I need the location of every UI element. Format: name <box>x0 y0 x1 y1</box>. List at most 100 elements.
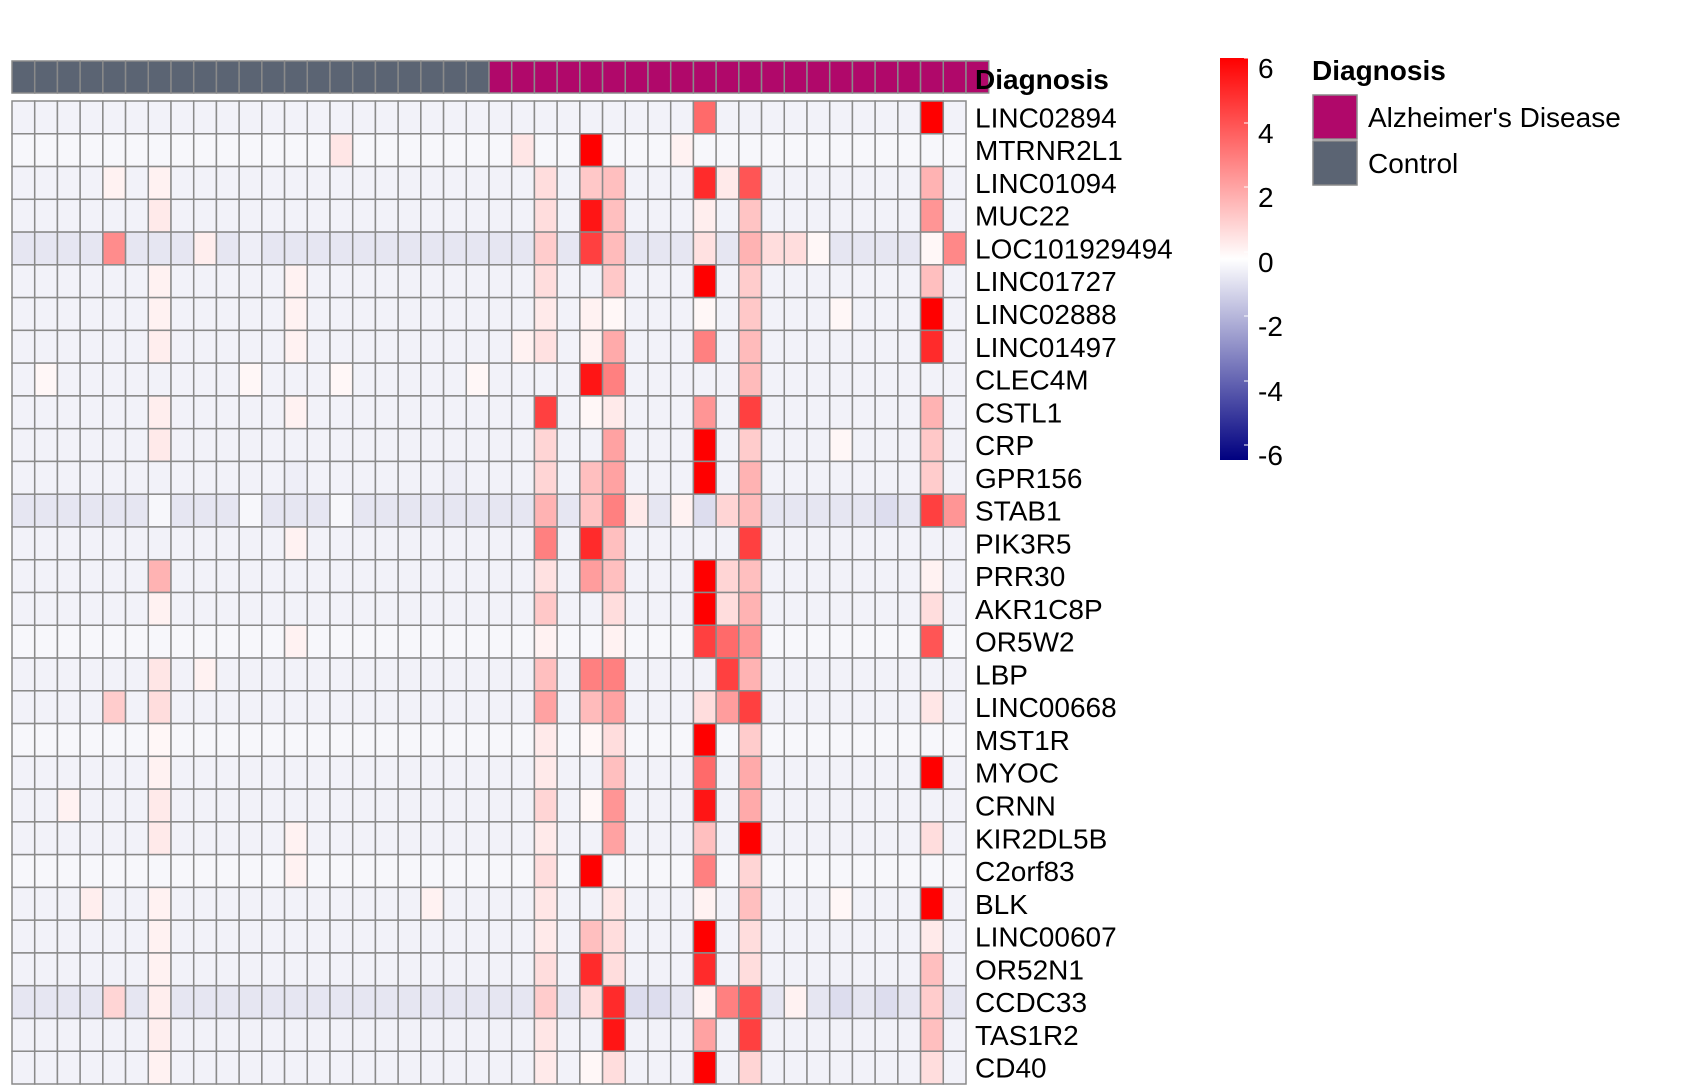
heatmap-cell <box>11 886 36 921</box>
heatmap-cell <box>215 952 240 987</box>
heatmap-cell <box>329 264 354 299</box>
heatmap-cell <box>669 395 695 430</box>
heatmap-cell <box>760 886 786 921</box>
heatmap-cell <box>783 296 808 332</box>
heatmap-cell <box>192 984 218 1020</box>
heatmap-cell <box>102 755 127 790</box>
heatmap-cell <box>783 133 808 168</box>
annotation-cell <box>828 60 854 94</box>
heatmap-cell <box>738 657 763 692</box>
heatmap-cell <box>715 821 740 856</box>
heatmap-cell <box>783 329 808 364</box>
heatmap-cell <box>329 690 354 725</box>
heatmap-cell <box>306 657 331 692</box>
heatmap-cell <box>283 362 309 397</box>
heatmap-cell <box>579 558 604 594</box>
heatmap-cell <box>851 165 876 201</box>
heatmap-cell <box>261 558 286 594</box>
heatmap-cell <box>215 427 240 463</box>
heatmap-cell <box>783 853 808 889</box>
heatmap-cell <box>897 165 922 201</box>
heatmap-cell <box>79 591 104 627</box>
heatmap-cell <box>669 853 695 889</box>
heatmap-cell <box>238 231 263 266</box>
heatmap-cell <box>897 296 922 332</box>
heatmap-cells <box>11 100 967 1085</box>
heatmap-cell <box>56 919 81 954</box>
heatmap-cell <box>783 526 808 561</box>
heatmap-cell <box>33 264 59 299</box>
heatmap-cell <box>465 984 490 1020</box>
heatmap-cell <box>919 722 945 758</box>
heatmap-cell <box>442 362 468 397</box>
heatmap-cell <box>147 493 172 528</box>
heatmap-cell <box>692 1017 717 1052</box>
heatmap-cell <box>147 526 172 561</box>
heatmap-cell <box>692 395 717 430</box>
heatmap-cell <box>102 853 127 889</box>
heatmap-cell <box>942 427 967 463</box>
annotation-cell <box>79 60 104 94</box>
heatmap-cell <box>283 296 309 332</box>
heatmap-cell <box>33 427 59 463</box>
heatmap-cell <box>647 231 672 266</box>
heatmap-cell <box>374 100 399 135</box>
heatmap-cell <box>56 984 81 1020</box>
heatmap-cell <box>647 821 672 856</box>
heatmap-cell <box>238 624 263 659</box>
heatmap-cell <box>283 558 309 594</box>
heatmap-cell <box>11 526 36 561</box>
heatmap-cell <box>488 722 513 758</box>
heatmap-cell <box>79 460 104 495</box>
heatmap-cell <box>851 952 876 987</box>
heatmap-cell <box>351 231 377 266</box>
heatmap-cell <box>261 296 286 332</box>
heatmap-cell <box>647 329 672 364</box>
heatmap-cell <box>329 165 354 201</box>
heatmap-cell <box>261 952 286 987</box>
heatmap-cell <box>851 133 876 168</box>
heatmap-cell <box>874 1050 899 1085</box>
heatmap-cell <box>351 198 377 233</box>
annotation-cell <box>102 60 127 94</box>
heatmap-cell <box>783 264 808 299</box>
heatmap-cell <box>442 296 468 332</box>
heatmap-cell <box>942 952 967 987</box>
heatmap-cell <box>329 362 354 397</box>
heatmap-cell <box>919 296 945 332</box>
heatmap-cell <box>806 329 831 364</box>
heatmap-cell <box>715 624 740 659</box>
heatmap-cell <box>579 755 604 790</box>
heatmap-cell <box>465 558 490 594</box>
heatmap-cell <box>215 264 240 299</box>
heatmap-cell <box>56 591 81 627</box>
heatmap-cell <box>647 165 672 201</box>
heatmap-cell <box>783 460 808 495</box>
heatmap-cell <box>170 133 195 168</box>
heatmap-cell <box>420 1017 445 1052</box>
heatmap-cell <box>442 952 468 987</box>
heatmap-cell <box>170 296 195 332</box>
heatmap-cell <box>579 722 604 758</box>
heatmap-cell <box>510 952 536 987</box>
heatmap-cell <box>124 427 150 463</box>
heatmap-cell <box>147 198 172 233</box>
heatmap-cell <box>192 690 218 725</box>
heatmap-cell <box>874 296 899 332</box>
heatmap-cell <box>510 657 536 692</box>
heatmap-cell <box>851 100 876 135</box>
heatmap-cell <box>806 558 831 594</box>
heatmap-cell <box>715 198 740 233</box>
heatmap-cell <box>170 886 195 921</box>
heatmap-cell <box>692 690 717 725</box>
heatmap-cell <box>874 165 899 201</box>
heatmap-cell <box>669 296 695 332</box>
heatmap-cell <box>442 984 468 1020</box>
heatmap-cell <box>874 427 899 463</box>
heatmap-cell <box>56 1017 81 1052</box>
heatmap-cell <box>238 133 263 168</box>
heatmap-cell <box>215 100 240 135</box>
annotation-cell <box>669 60 695 94</box>
heatmap-cell <box>147 1050 172 1085</box>
heatmap-cell <box>283 231 309 266</box>
